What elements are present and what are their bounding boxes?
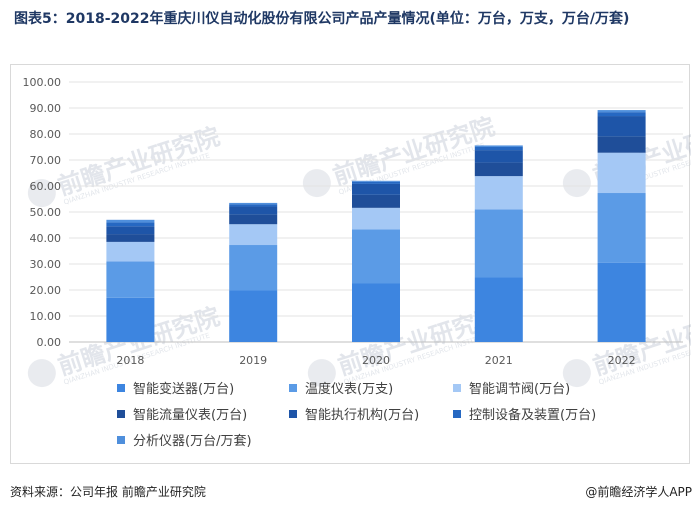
bar-segment — [474, 176, 523, 210]
legend-swatch — [117, 436, 125, 444]
bar-segment — [352, 207, 400, 230]
y-tick-label: 90.00 — [30, 102, 62, 115]
bar-segment — [474, 277, 523, 342]
legend-label: 智能变送器(万台) — [133, 381, 234, 397]
y-tick-label: 30.00 — [30, 258, 62, 271]
legend-swatch — [453, 410, 461, 418]
bar-segment — [229, 204, 278, 207]
bar-segment — [106, 226, 155, 235]
watermark-logo-icon — [307, 359, 336, 388]
bar-segment — [597, 136, 646, 153]
bar-segment — [229, 214, 278, 225]
legend-label: 智能执行机构(万台) — [305, 408, 419, 423]
bar-segment — [106, 297, 155, 342]
x-tick-label: 2021 — [485, 354, 513, 367]
bar-segment — [597, 110, 646, 113]
bar-segment — [474, 150, 523, 163]
legend: 智能变送器(万台) 温度仪表(万支) 智能调节阀(万台) 智能流量仪表(万台) 智能执行… — [117, 381, 596, 449]
bar-segment — [474, 147, 523, 151]
x-tick-label: 2020 — [362, 354, 390, 367]
bar-segment — [106, 241, 155, 262]
axis-layer: 0.00 10.00 20.00 30.00 40.00 50.00 60.00 70.00 8… — [23, 76, 636, 367]
bar-segment — [474, 209, 523, 278]
watermark-logo-icon — [27, 359, 56, 388]
bar-segment — [352, 183, 400, 195]
legend-label: 智能调节阀(万台) — [469, 382, 570, 397]
legend-swatch — [289, 384, 297, 392]
x-tick-label: 2018 — [116, 354, 144, 367]
legend-item: 分析仪器(万台/万套) — [117, 433, 252, 449]
bar-segment — [106, 261, 155, 298]
legend-item: 控制设备及装置(万台) — [453, 407, 596, 423]
source-note: 资料来源：公司年报 前瞻产业研究院 — [10, 485, 206, 499]
x-tick-label: 2019 — [239, 354, 267, 367]
legend-swatch — [289, 410, 297, 418]
chart-frame: 前瞻产业研究院 QIANZHAN INDUSTRY RESEARCH INSTIT… — [10, 64, 692, 464]
legend-label: 智能流量仪表(万台) — [133, 408, 247, 423]
bar-segment — [474, 145, 523, 147]
legend-label: 温度仪表(万支) — [305, 381, 393, 397]
y-tick-label: 60.00 — [30, 180, 62, 193]
bar-segment — [106, 222, 155, 227]
watermark-logo-icon — [27, 179, 56, 208]
bar-segment — [352, 283, 400, 342]
legend-item: 温度仪表(万支) — [289, 381, 393, 397]
watermark-logo-icon — [562, 359, 591, 388]
bar-segment — [597, 152, 646, 194]
legend-swatch — [117, 384, 125, 392]
bar-segment — [352, 181, 400, 184]
bar-segment — [474, 162, 523, 177]
y-tick-label: 50.00 — [30, 206, 62, 219]
bar-segment — [229, 245, 278, 291]
y-tick-label: 20.00 — [30, 284, 62, 297]
bar-segment — [229, 224, 278, 246]
y-tick-label: 70.00 — [30, 154, 62, 167]
y-tick-label: 100.00 — [23, 76, 62, 89]
legend-item: 智能流量仪表(万台) — [117, 408, 247, 423]
bar-segment — [229, 290, 278, 342]
bar-segment — [229, 202, 278, 205]
watermark-logo-icon — [302, 169, 331, 198]
legend-item: 智能变送器(万台) — [117, 381, 234, 397]
bar-segment — [106, 219, 155, 223]
bars-layer — [106, 110, 646, 342]
bar-segment — [352, 194, 400, 208]
bar-segment — [597, 116, 646, 137]
bar-segment — [229, 206, 278, 215]
bar-segment — [106, 234, 155, 242]
legend-label: 分析仪器(万台/万套) — [133, 433, 252, 449]
y-tick-label: 80.00 — [30, 128, 62, 141]
bar-segment — [597, 193, 646, 263]
bar-segment — [352, 180, 400, 182]
brand-credit: @前瞻经济学人APP — [585, 485, 692, 499]
legend-item: 智能执行机构(万台) — [289, 408, 419, 423]
legend-item: 智能调节阀(万台) — [453, 382, 570, 397]
y-tick-label: 40.00 — [30, 232, 62, 245]
legend-label: 控制设备及装置(万台) — [469, 407, 596, 423]
y-tick-label: 10.00 — [30, 310, 62, 323]
page-title: 图表5：2018-2022年重庆川仪自动化股份有限公司产品产量情况(单位：万台，… — [14, 11, 630, 27]
y-tick-label: 0.00 — [37, 336, 62, 349]
bar-segment — [597, 112, 646, 117]
legend-swatch — [453, 384, 461, 392]
legend-swatch — [117, 410, 125, 418]
bar-segment — [352, 229, 400, 284]
x-tick-label: 2022 — [608, 354, 636, 367]
watermark-logo-icon — [562, 169, 591, 198]
bar-segment — [597, 262, 646, 342]
